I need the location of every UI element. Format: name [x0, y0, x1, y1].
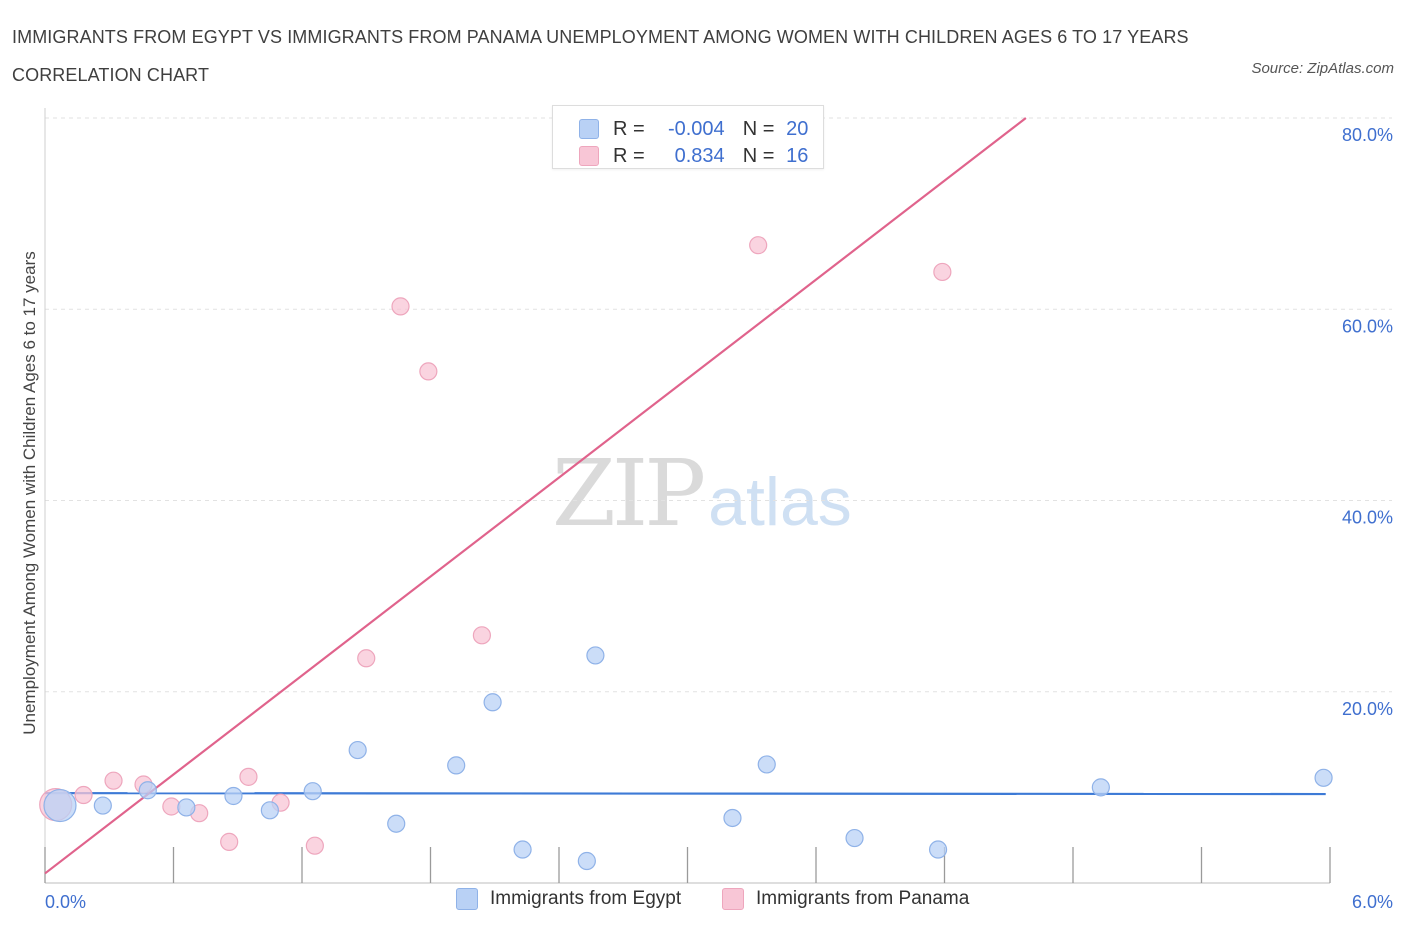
egypt-n-label: N = [742, 117, 775, 140]
egypt-point [177, 798, 196, 817]
panama-point [305, 836, 324, 855]
panama-point [357, 649, 376, 668]
egypt-point [1091, 778, 1110, 797]
grid-layer [45, 117, 1392, 693]
panama-n-value: 16 [786, 144, 809, 167]
legend-row-panama: R = 0.834 N = 16 [579, 143, 808, 169]
egypt-point [348, 740, 367, 760]
egypt-legend-label: Immigrants from Egypt [490, 888, 682, 909]
egypt-point [303, 782, 322, 801]
panama-legend-label: Immigrants from Panama [756, 888, 970, 909]
panama-point [74, 785, 93, 805]
y-tick-label: 40.0% [1342, 508, 1393, 528]
egypt-point [757, 755, 776, 774]
egypt-point [586, 646, 605, 665]
x-tick-label: 0.0% [45, 892, 86, 912]
egypt-point [723, 808, 742, 828]
legend-item-egypt[interactable]: Immigrants from Egypt [456, 888, 681, 910]
panama-point [419, 362, 438, 381]
egypt-point [447, 756, 466, 775]
panama-point [104, 771, 123, 790]
correlation-legend: R = -0.004 N = 20 R = 0.834 N = 16 [552, 105, 824, 169]
panama-r-label: R = [613, 144, 645, 167]
egypt-point [43, 788, 77, 823]
trend-layer [44, 117, 1326, 875]
y-tick-label: 60.0% [1342, 316, 1393, 336]
point-layer [39, 236, 1333, 871]
source-label: Source: ZipAtlas.com [1251, 60, 1394, 77]
panama-point [220, 832, 239, 851]
egypt-point [260, 801, 279, 820]
egypt-swatch [579, 119, 599, 139]
egypt-point [577, 851, 596, 871]
panama-point [472, 626, 491, 645]
panama-swatch [579, 146, 599, 166]
panama-r-value: 0.834 [674, 144, 725, 167]
x-tick-label: 6.0% [1352, 892, 1393, 912]
chart-title: IMMIGRANTS FROM EGYPT VS IMMIGRANTS FROM… [12, 27, 1189, 85]
panama-n-label: N = [742, 144, 775, 167]
panama-trend-line [44, 117, 1027, 875]
egypt-legend-swatch [456, 888, 478, 910]
legend-item-panama[interactable]: Immigrants from Panama [722, 888, 969, 910]
egypt-point [483, 693, 502, 712]
egypt-point [93, 796, 112, 815]
egypt-r-value: -0.004 [667, 117, 725, 140]
axis-layer [44, 108, 1331, 884]
egypt-r-label: R = [613, 117, 645, 140]
legend-row-egypt: R = -0.004 N = 20 [579, 116, 808, 142]
egypt-point [928, 840, 948, 859]
egypt-point [1314, 768, 1333, 787]
panama-point [391, 297, 410, 316]
tick-label-layer: 20.0% 40.0% 60.0% 80.0% 0.0% 6.0% [45, 125, 1393, 912]
egypt-point [138, 781, 157, 800]
series-legend: Immigrants from Egypt Immigrants from Pa… [0, 888, 1406, 916]
panama-point [749, 236, 768, 255]
panama-point [239, 767, 258, 786]
egypt-point [845, 828, 864, 848]
egypt-trend-line [44, 792, 1326, 796]
panama-legend-swatch [722, 888, 744, 910]
panama-point [933, 262, 952, 282]
y-tick-label: 80.0% [1342, 125, 1393, 145]
y-tick-label: 20.0% [1342, 699, 1393, 719]
egypt-n-value: 20 [786, 117, 809, 140]
egypt-point [224, 786, 243, 806]
egypt-point [513, 840, 532, 859]
egypt-point [387, 814, 406, 833]
